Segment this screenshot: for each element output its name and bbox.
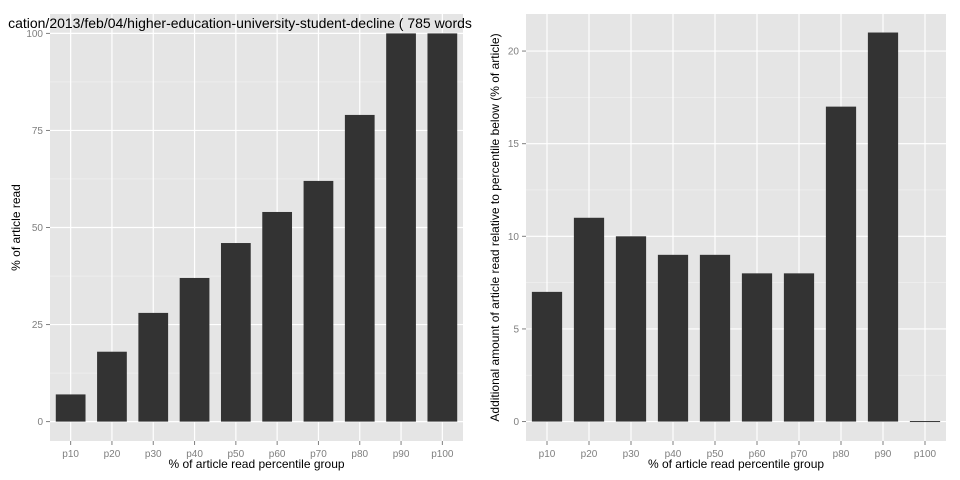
left-y-axis-title: % of article read xyxy=(9,184,23,271)
left-y-tick-label: 25 xyxy=(32,320,44,331)
right-bar-p10 xyxy=(531,291,563,422)
left-plot-title: cation/2013/feb/04/higher-education-univ… xyxy=(8,15,472,31)
left-chart: 0 25 50 75 100 p10 p20 p30 p40 p50 p60 p70 p80 p90 p10… xyxy=(8,14,472,471)
right-x-axis-title: % of article read percentile group xyxy=(648,457,824,471)
left-x-tick-label: p20 xyxy=(104,449,121,460)
left-x-tick-label: p30 xyxy=(145,449,162,460)
right-x-tick-label: p30 xyxy=(623,449,640,460)
left-bar-p40 xyxy=(179,277,210,422)
right-y-axis-title: Additional amount of article read relati… xyxy=(488,33,502,421)
left-bar-p10 xyxy=(55,394,86,422)
right-y-tick-label: 15 xyxy=(508,139,520,150)
left-x-tick-label: p70 xyxy=(310,449,327,460)
left-x-tick-label: p40 xyxy=(186,449,203,460)
left-x-tick-label: p60 xyxy=(269,449,286,460)
right-x-tick-label: p100 xyxy=(914,449,937,460)
left-x-tick-label: p100 xyxy=(431,449,454,460)
right-y-tick-label: 0 xyxy=(513,417,519,428)
right-x-tick-label: p80 xyxy=(833,449,850,460)
left-bar-p80 xyxy=(344,114,375,422)
right-y-tick-label: 20 xyxy=(508,47,520,58)
right-bar-p90 xyxy=(867,32,899,422)
right-y-tick-label: 10 xyxy=(508,232,520,243)
right-bar-p60 xyxy=(741,273,773,422)
left-x-axis-title: % of article read percentile group xyxy=(168,457,344,471)
right-bar-p100 xyxy=(909,421,941,423)
right-x-tick-label: p70 xyxy=(791,449,808,460)
left-bar-p30 xyxy=(138,312,169,422)
left-y-tick-label: 75 xyxy=(32,126,44,137)
left-x-tick-label: p80 xyxy=(351,449,368,460)
left-bar-p70 xyxy=(303,180,334,422)
left-x-tick-label: p10 xyxy=(62,449,79,460)
left-y-tick-label: 50 xyxy=(32,223,44,234)
right-bar-p80 xyxy=(825,106,857,422)
left-bar-p20 xyxy=(97,351,127,422)
right-x-tick-label: p20 xyxy=(581,449,598,460)
right-chart: 0 5 10 15 20 p10 p20 p30 p40 p50 p60 p70 p80 p90 p100%… xyxy=(488,14,946,471)
right-bar-p70 xyxy=(783,273,815,422)
right-x-tick-label: p60 xyxy=(749,449,766,460)
right-x-tick-label: p10 xyxy=(539,449,556,460)
left-x-tick-label: p50 xyxy=(228,449,245,460)
left-bar-p90 xyxy=(386,33,416,422)
right-bar-p50 xyxy=(699,254,731,422)
left-bar-p100 xyxy=(427,33,458,422)
left-bar-p60 xyxy=(262,211,293,422)
right-x-tick-label: p50 xyxy=(707,449,724,460)
right-bar-p40 xyxy=(657,254,689,422)
right-bar-p20 xyxy=(573,217,605,422)
left-bar-p50 xyxy=(220,243,251,422)
right-x-tick-label: p90 xyxy=(875,449,892,460)
right-y-tick-label: 5 xyxy=(513,324,519,335)
right-bar-p30 xyxy=(615,236,647,422)
left-y-tick-label: 100 xyxy=(26,29,43,40)
right-x-tick-label: p40 xyxy=(665,449,682,460)
left-x-tick-label: p90 xyxy=(393,449,410,460)
left-y-tick-label: 0 xyxy=(37,417,43,428)
